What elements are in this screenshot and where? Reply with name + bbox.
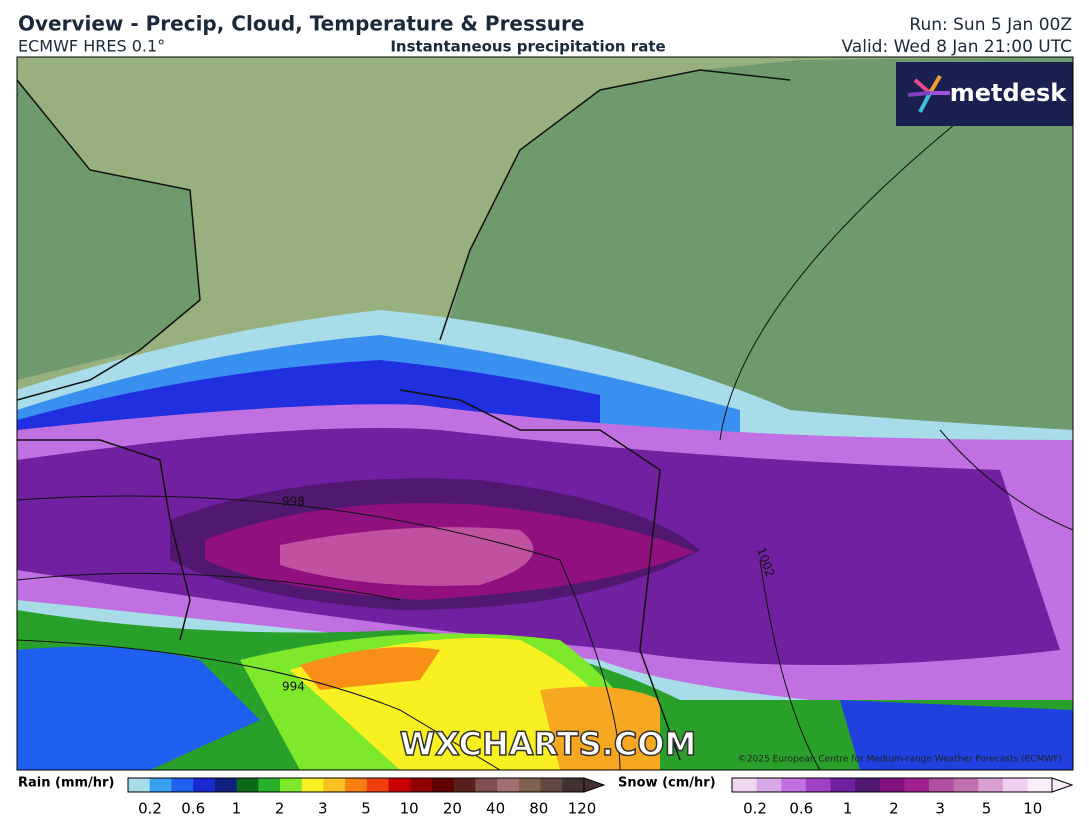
rain-tick-label: 0.2 [138,800,162,818]
rain-colorbar [301,778,324,792]
logo-icon [907,74,950,113]
rain-colorbar [236,778,259,792]
rain-colorbar [280,778,303,792]
rain-colorbar [432,778,455,792]
rain-tick-label: 40 [486,800,505,818]
rain-tick-label: 3 [318,800,328,818]
rain-tick-label: 5 [361,800,371,818]
valid-time: Valid: Wed 8 Jan 21:00 UTC [842,37,1073,57]
rain-colorbar [193,778,216,792]
rain-colorbar [366,778,390,792]
rain-colorbar [345,778,368,792]
snow-colorbar [1002,778,1028,792]
copyright: ©2025 European Centre for Medium-range W… [738,755,1062,765]
snow-colorbar [904,778,930,792]
snow-colorbar-arrow [1051,777,1074,793]
watermark: WXCHARTS.COM [400,725,697,763]
rain-tick-label: 20 [443,800,462,818]
precip-snow [280,527,534,586]
isobar [17,89,1073,770]
run: Run: Sun 5 Jan 00Z [909,15,1072,35]
isobar-label: 998 [282,495,305,509]
snow-colorbar [830,778,856,792]
snow-colorbar [879,778,905,792]
rain-colorbar-arrow [583,777,606,793]
rain-colorbar [475,778,498,792]
snow-tick-label: 10 [1023,800,1042,818]
snow-tick-label: 2 [889,800,899,818]
rain-colorbar [497,778,520,792]
snow-colorbar [732,778,758,792]
snow-colorbar [756,778,782,792]
snow-colorbar [928,778,955,792]
precip-rain [17,646,260,770]
rain-legend-label: Rain (mm/hr) [18,776,114,791]
rain-colorbar-border [127,777,585,793]
rain-tick-label: 1 [232,800,242,818]
rain-colorbar [149,778,172,792]
rain-tick-label: 0.6 [181,800,205,818]
rain-colorbar [518,778,542,792]
precip-rain [300,647,440,690]
snow-colorbar [805,778,831,792]
snow-legend-label: Snow (cm/hr) [618,776,716,791]
rain-colorbar [388,778,411,792]
precip-rain [840,700,1073,770]
snow-tick-label: 0.2 [743,800,767,818]
map-border [16,56,1074,771]
snow-colorbar [953,778,979,792]
snow-colorbar-border [731,777,1053,793]
snow-colorbar [978,778,1004,792]
coastline [17,69,791,761]
isobar-label: 994 [282,680,305,694]
model: ECMWF HRES 0.1° [18,37,165,56]
subtitle: Instantaneous precipitation rate [390,38,665,56]
snow-colorbar [781,778,807,792]
rain-colorbar [540,778,563,792]
rain-colorbar [128,778,151,792]
rain-colorbar [258,778,281,792]
snow-tick-label: 5 [982,800,992,818]
rain-colorbar [562,778,585,792]
title: Overview - Precip, Cloud, Temperature & … [18,12,584,36]
snow-tick-label: 3 [935,800,945,818]
rain-colorbar [453,778,476,792]
rain-tick-label: 10 [400,800,419,818]
rain-tick-label: 2 [275,800,285,818]
rain-colorbar [214,778,238,792]
rain-tick-label: 120 [568,800,597,818]
rain-tick-label: 80 [529,800,548,818]
rain-colorbar [410,778,433,792]
land [17,80,200,380]
rain-colorbar [171,778,194,792]
snow-tick-label: 0.6 [789,800,813,818]
logo-text: metdesk [950,79,1068,107]
snow-colorbar [855,778,881,792]
snow-tick-label: 1 [843,800,853,818]
rain-colorbar [323,778,346,792]
snow-colorbar [1027,778,1053,792]
precip-rain [540,686,660,770]
map-area: 998 994 1002 WXCHARTS.COM ©2025 European… [17,57,1073,770]
